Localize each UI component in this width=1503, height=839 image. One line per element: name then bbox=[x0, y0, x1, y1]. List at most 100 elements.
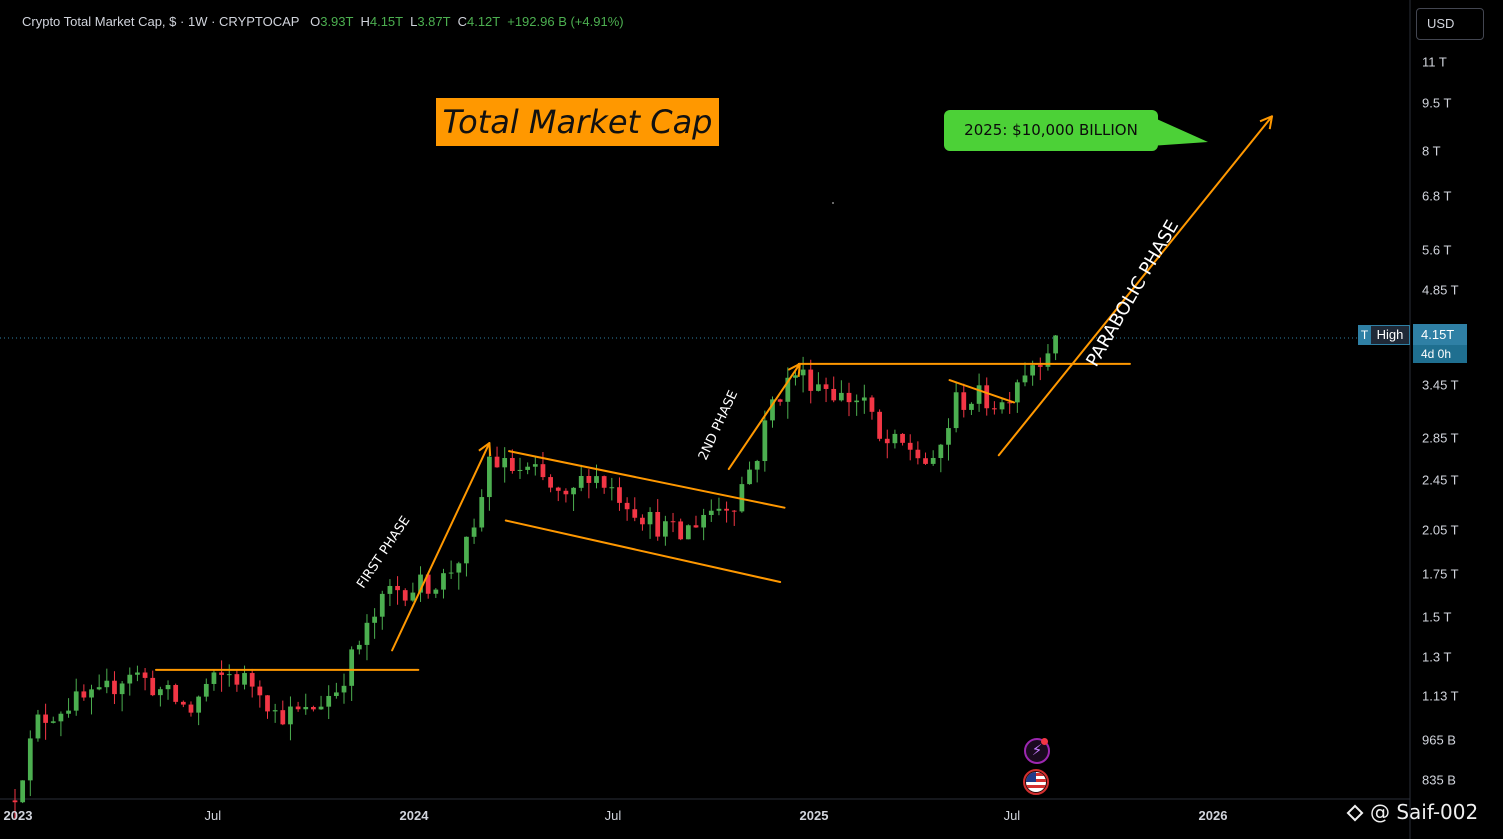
candle-up[interactable] bbox=[211, 672, 217, 684]
candle-up[interactable] bbox=[364, 622, 370, 645]
channel-lower[interactable] bbox=[504, 519, 782, 584]
candle-up[interactable] bbox=[739, 484, 745, 512]
candle-down[interactable] bbox=[265, 695, 270, 712]
candle-down[interactable] bbox=[869, 397, 875, 412]
candle-up[interactable] bbox=[701, 514, 707, 528]
candle-up[interactable] bbox=[35, 714, 41, 739]
candle-down[interactable] bbox=[509, 458, 515, 471]
candle-up[interactable] bbox=[441, 573, 446, 590]
candle-up[interactable] bbox=[532, 464, 538, 467]
candle-up[interactable] bbox=[119, 683, 125, 695]
candle-up[interactable] bbox=[73, 691, 79, 711]
wedge-top[interactable] bbox=[948, 379, 1016, 404]
candle-up[interactable] bbox=[326, 695, 332, 707]
candle-up[interactable] bbox=[976, 385, 982, 404]
channel-upper[interactable] bbox=[508, 450, 786, 509]
candle-down[interactable] bbox=[280, 710, 286, 725]
candle-up[interactable] bbox=[96, 687, 102, 690]
candle-down[interactable] bbox=[823, 384, 829, 389]
candle-up[interactable] bbox=[196, 696, 202, 713]
candle-up[interactable] bbox=[433, 589, 439, 594]
candle-down[interactable] bbox=[150, 677, 156, 696]
candle-up[interactable] bbox=[892, 433, 898, 444]
candle-up[interactable] bbox=[288, 706, 293, 725]
candle-down[interactable] bbox=[655, 512, 661, 537]
candle-up[interactable] bbox=[418, 574, 423, 593]
candle-down[interactable] bbox=[884, 438, 890, 444]
candle-down[interactable] bbox=[808, 369, 814, 391]
candle-up[interactable] bbox=[372, 616, 377, 623]
candle-down[interactable] bbox=[1037, 365, 1043, 367]
candle-down[interactable] bbox=[180, 701, 186, 705]
candle-up[interactable] bbox=[685, 525, 691, 540]
candle-up[interactable] bbox=[487, 456, 492, 498]
candle-down[interactable] bbox=[540, 464, 546, 478]
candle-up[interactable] bbox=[379, 593, 385, 617]
candle-down[interactable] bbox=[425, 574, 431, 594]
candle-down[interactable] bbox=[670, 521, 676, 523]
candle-up[interactable] bbox=[318, 706, 324, 710]
candle-up[interactable] bbox=[50, 721, 56, 723]
candle-up[interactable] bbox=[594, 476, 599, 483]
candle-down[interactable] bbox=[43, 714, 48, 723]
candle-down[interactable] bbox=[586, 476, 592, 483]
candle-up[interactable] bbox=[647, 512, 653, 525]
candle-down[interactable] bbox=[915, 449, 921, 459]
candle-up[interactable] bbox=[127, 674, 133, 684]
candle-up[interactable] bbox=[464, 536, 469, 564]
candle-up[interactable] bbox=[165, 685, 171, 690]
candle-up[interactable] bbox=[716, 508, 722, 511]
candle-up[interactable] bbox=[158, 689, 163, 696]
candle-down[interactable] bbox=[81, 691, 87, 698]
candle-down[interactable] bbox=[188, 704, 194, 713]
candle-up[interactable] bbox=[502, 458, 508, 468]
second-phase-arrow[interactable] bbox=[727, 362, 801, 471]
candle-down[interactable] bbox=[402, 590, 408, 601]
candle-up[interactable] bbox=[708, 510, 714, 515]
candle-up[interactable] bbox=[754, 461, 760, 470]
candle-up[interactable] bbox=[609, 487, 615, 489]
candle-up[interactable] bbox=[58, 713, 64, 722]
candle-down[interactable] bbox=[640, 517, 645, 525]
candle-up[interactable] bbox=[999, 402, 1005, 410]
candle-up[interactable] bbox=[969, 403, 974, 410]
candle-up[interactable] bbox=[410, 592, 416, 601]
candle-down[interactable] bbox=[693, 525, 699, 528]
candle-up[interactable] bbox=[946, 428, 951, 445]
candle-down[interactable] bbox=[601, 476, 607, 488]
candle-down[interactable] bbox=[257, 686, 263, 696]
candle-down[interactable] bbox=[900, 433, 905, 443]
candle-down[interactable] bbox=[311, 707, 316, 710]
candle-down[interactable] bbox=[624, 502, 630, 510]
candle-up[interactable] bbox=[272, 710, 278, 712]
candle-down[interactable] bbox=[295, 706, 301, 710]
candle-up[interactable] bbox=[226, 674, 232, 676]
candle-down[interactable] bbox=[724, 508, 729, 511]
candle-up[interactable] bbox=[448, 572, 454, 574]
candle-up[interactable] bbox=[135, 672, 140, 675]
interval[interactable]: 1W bbox=[187, 14, 208, 29]
candle-up[interactable] bbox=[854, 400, 860, 403]
candle-up[interactable] bbox=[793, 375, 798, 378]
symbol-name[interactable]: Crypto Total Market Cap, $ bbox=[22, 14, 177, 29]
candle-down[interactable] bbox=[632, 509, 638, 518]
candle-down[interactable] bbox=[923, 458, 928, 464]
candle-down[interactable] bbox=[494, 456, 500, 468]
candle-down[interactable] bbox=[548, 477, 553, 488]
candle-up[interactable] bbox=[333, 692, 339, 696]
candle-down[interactable] bbox=[907, 442, 913, 450]
candle-up[interactable] bbox=[785, 377, 791, 402]
candle-up[interactable] bbox=[762, 420, 768, 462]
candle-down[interactable] bbox=[173, 685, 179, 702]
candle-up[interactable] bbox=[456, 563, 462, 573]
candle-up[interactable] bbox=[663, 521, 668, 537]
candle-up[interactable] bbox=[1022, 375, 1028, 383]
candle-down[interactable] bbox=[831, 388, 837, 401]
candle-up[interactable] bbox=[800, 369, 806, 376]
candle-down[interactable] bbox=[992, 408, 997, 410]
candle-up[interactable] bbox=[578, 476, 584, 488]
candle-down[interactable] bbox=[984, 385, 990, 409]
candle-up[interactable] bbox=[1030, 365, 1036, 376]
candle-up[interactable] bbox=[242, 673, 247, 685]
candle-up[interactable] bbox=[1014, 382, 1020, 403]
